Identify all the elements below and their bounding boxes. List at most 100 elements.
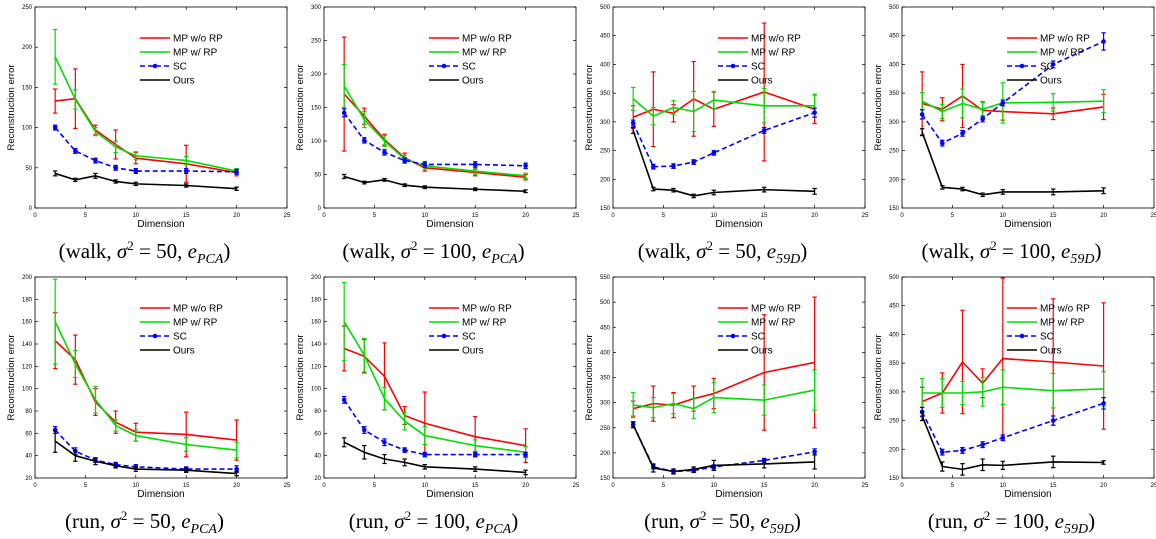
caption-part: e [1054,509,1064,533]
legend-marker [441,63,447,69]
caption-part: ( [342,239,350,263]
caption-part: walk [644,239,686,263]
x-tick-label: 15 [472,213,479,219]
legend-label: SC [462,62,476,73]
caption-part: e [760,509,770,533]
caption-part: 59D [776,252,801,267]
x-tick-label: 25 [862,483,869,489]
chart-panel: 0 5 10 15 20 25 20 40 60 80 100 120 140 160 180 200 Dime… [289,270,580,539]
legend: MP w/o RP MP w/ RP SC Ours [140,304,223,357]
y-tick-label: 50 [314,173,321,179]
series-mp-w-rp [52,278,239,459]
x-tick-label: 20 [811,483,818,489]
series-line [343,85,526,177]
series-mp-wo-rp [341,36,528,181]
y-axis-label: Reconstruction error [6,64,17,150]
caption-part: e [187,239,197,263]
x-tick-label: 15 [761,483,768,489]
plot-frame [34,6,288,209]
y-axis-label: Reconstruction error [295,334,306,420]
y-tick-label: 300 [311,5,322,11]
chart-panel: 0 5 10 15 20 25 0 50 100 150 200 250 300 Dimension Rec… [289,0,580,269]
series-ours [919,128,1106,198]
y-tick-label: 140 [22,342,33,348]
caption-part: e [481,239,492,263]
x-tick-label: 0 [33,213,37,219]
caption-part: 59D [1063,522,1089,537]
caption-part: ) [1088,509,1096,533]
y-tick-label: 450 [889,304,900,310]
x-axis-label: Dimension [426,489,473,500]
legend-label: Ours [751,76,773,87]
y-tick-label: 60 [25,431,32,437]
caption-part: 100 [439,239,472,263]
caption-part: σ [689,509,701,533]
data-point [234,466,239,472]
legend-label: MP w/ RP [173,318,218,329]
legend: MP w/o RP MP w/ RP SC Ours [1007,304,1090,357]
chart-svg: 0 5 10 15 20 25 20 40 60 80 100 120 140 160 180 200 Dime… [295,275,580,500]
series-line [632,111,815,168]
series-line [632,361,815,410]
series-mp-w-rp [630,369,817,420]
series-sc [919,32,1106,147]
series-line [343,347,526,447]
data-point [472,162,478,167]
data-point [402,447,407,453]
y-tick-label: 150 [600,206,611,212]
series-sc [341,108,528,170]
chart-svg: 0 5 10 15 20 25 150 200 250 300 350 400 450 500 550 Dim… [584,275,869,500]
series-mp-wo-rp [341,325,528,463]
caption-part: PCA [196,252,224,267]
x-tick-label: 25 [1151,213,1156,219]
caption-part: run [72,509,100,533]
series-ours [630,126,817,199]
caption-part: , [679,509,690,533]
chart-panel: 0 5 10 15 20 25 150 200 250 300 350 400 450 500 550 Dim… [578,270,869,539]
series-line [921,95,1104,115]
caption-part: = [411,509,434,533]
legend-label: SC [1040,62,1054,73]
x-tick-label: 10 [421,213,428,219]
caption-part: 2 [983,508,991,523]
plot-frame [34,276,288,479]
data-point [362,427,367,433]
series-line [343,441,526,474]
caption-part: ( [644,509,652,533]
caption-part: PCA [491,252,518,267]
y-tick-label: 60 [314,431,321,437]
data-point [1000,435,1006,441]
x-tick-label: 5 [373,483,377,489]
chart-svg: 0 5 10 15 20 25 20 40 60 80 100 120 140 160 180 200 Dime… [6,275,291,500]
caption-part: e [475,509,485,533]
y-tick-label: 150 [600,476,611,482]
x-tick-label: 20 [233,213,240,219]
plot-frame [612,6,866,209]
x-tick-label: 0 [322,213,326,219]
chart-panel: 0 5 10 15 20 25 0 50 100 150 200 250 Dimension Recons… [0,0,291,269]
x-tick-label: 0 [322,483,326,489]
data-point [812,110,817,115]
caption-part: 59D [1070,252,1095,267]
caption-part: run [651,509,680,533]
legend-label: MP w/ RP [462,48,507,59]
x-tick-label: 20 [522,483,529,489]
data-point [1000,100,1006,106]
data-point [382,439,387,445]
series-sc [630,421,817,475]
plot-frame [323,6,577,209]
legend-label: MP w/ RP [751,48,796,59]
caption-part: ) [793,509,801,533]
data-point [671,163,676,169]
plot-frame [323,276,577,479]
data-point [980,116,985,122]
y-tick-label: 500 [889,5,900,11]
caption-part: = [133,239,157,263]
caption-part: ) [216,509,224,533]
series-mp-w-rp [919,82,1106,124]
legend-marker [730,63,736,69]
caption-part: , [383,509,395,533]
x-tick-label: 25 [284,483,291,489]
y-tick-label: 200 [889,177,900,183]
y-tick-label: 180 [311,297,322,303]
